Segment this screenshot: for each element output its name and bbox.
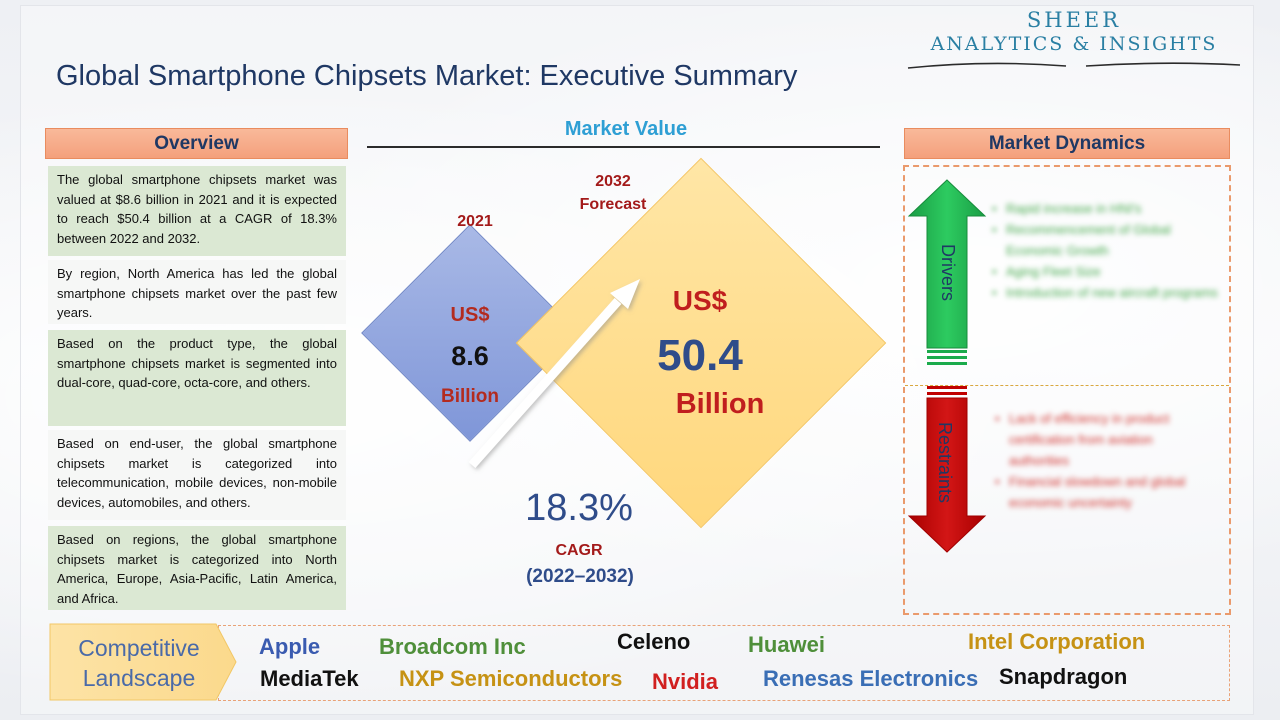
company-intel: Intel Corporation: [968, 629, 1145, 655]
overview-paragraph-2: By region, North America has led the glo…: [48, 260, 346, 324]
drivers-list: Rapid increase in HNI's Recommencement o…: [992, 198, 1222, 303]
driver-item: Rapid increase in HNI's: [992, 198, 1222, 219]
forecast-currency: US$: [650, 285, 750, 317]
forecast-year-label: 2032 Forecast: [565, 170, 661, 216]
competitive-label-line-1: Competitive: [58, 633, 220, 663]
forecast-value: 50.4: [620, 331, 780, 381]
overview-paragraph-5: Based on regions, the global smartphone …: [48, 526, 346, 610]
base-unit: Billion: [420, 386, 520, 408]
company-nvidia: Nvidia: [652, 669, 718, 695]
restraints-label: Restraints: [934, 404, 955, 522]
company-mediatek: MediaTek: [260, 666, 359, 692]
driver-item: Recommencement of Global Economic Growth: [992, 219, 1222, 261]
page-title: Global Smartphone Chipsets Market: Execu…: [56, 60, 916, 93]
cagr-value: 18.3%: [494, 487, 664, 530]
company-celeno: Celeno: [617, 629, 690, 655]
restraints-list: Lack of efficiency in product certificat…: [995, 408, 1215, 513]
company-apple: Apple: [259, 634, 320, 660]
company-renesas: Renesas Electronics: [763, 666, 978, 692]
restraint-item: Lack of efficiency in product certificat…: [995, 408, 1215, 471]
company-snapdragon: Snapdragon: [999, 664, 1127, 690]
market-dynamics-header: Market Dynamics: [904, 128, 1230, 159]
competitive-label-line-2: Landscape: [58, 663, 220, 693]
cagr-period: (2022–2032): [500, 566, 660, 588]
market-value-title: Market Value: [540, 118, 712, 141]
market-value-divider: [367, 146, 880, 148]
restraint-item: Financial slowdown and global economic u…: [995, 471, 1215, 513]
competitive-landscape-label: Competitive Landscape: [58, 633, 220, 693]
drivers-label: Drivers: [937, 212, 958, 332]
company-logo: SHEER ANALYTICS & INSIGHTS: [906, 8, 1242, 70]
forecast-year: 2032: [565, 170, 661, 193]
base-currency: US$: [420, 304, 520, 327]
company-nxp: NXP Semiconductors: [399, 666, 622, 692]
overview-paragraph-4: Based on end-user, the global smartphone…: [48, 430, 346, 520]
overview-paragraph-3: Based on the product type, the global sm…: [48, 330, 346, 426]
overview-header: Overview: [45, 128, 348, 159]
logo-swoosh-icon: [906, 58, 1242, 72]
forecast-word: Forecast: [565, 193, 661, 216]
cagr-label: CAGR: [520, 542, 638, 560]
base-value: 8.6: [420, 341, 520, 372]
overview-paragraph-1: The global smartphone chipsets market wa…: [48, 166, 346, 256]
logo-line-1: SHEER: [906, 8, 1242, 32]
company-broadcom: Broadcom Inc: [379, 634, 526, 660]
base-year-label: 2021: [440, 213, 510, 231]
driver-item: Introduction of new aircraft programs: [992, 282, 1222, 303]
company-huawei: Huawei: [748, 632, 825, 658]
logo-line-2: ANALYTICS & INSIGHTS: [906, 32, 1242, 56]
driver-item: Aging Fleet Size: [992, 261, 1222, 282]
forecast-unit: Billion: [650, 388, 790, 421]
